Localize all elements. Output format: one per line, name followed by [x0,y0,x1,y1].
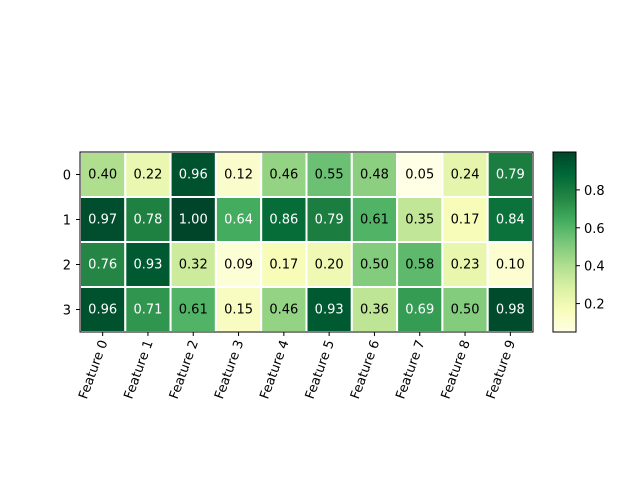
heatmap-cell [305,286,353,333]
heatmap-cell [124,196,172,243]
x-tick-label: Feature 4 [257,338,292,401]
cell-value-label: 0.50 [451,303,480,318]
heatmap-cell [124,241,172,288]
cell-value-label: 0.71 [133,303,162,318]
cell-value-label: 0.61 [360,213,389,228]
heatmap-cell [214,196,263,243]
cell-value-label: 0.50 [360,258,389,273]
colorbar-tick-label: 0.2 [584,298,605,313]
cell-value-label: 0.98 [496,303,525,318]
colorbar-tick-label: 0.8 [584,184,605,199]
y-tick-label: 3 [63,304,71,319]
x-tick-label: Feature 9 [484,338,519,401]
x-tick-label: Feature 0 [76,338,111,401]
colorbar: 0.2 0.4 0.6 0.8 [552,151,605,333]
cell-value-label: 0.09 [224,258,253,273]
heatmap-cell [350,241,399,288]
cell-value-label: 1.00 [179,213,208,228]
heatmap-cell [79,286,127,333]
cell-value-label: 0.17 [269,258,298,273]
x-tick-label: Feature 2 [167,338,202,401]
x-tick-label: Feature 5 [303,338,338,401]
cell-value-label: 0.69 [405,303,434,318]
cell-value-label: 0.40 [88,168,117,183]
cell-value-label: 0.97 [88,213,117,228]
cell-value-label: 0.96 [88,303,117,318]
colorbar-tick-label: 0.4 [584,260,605,275]
x-axis: Feature 0 Feature 1 Feature 2 Feature 3 Feat… [76,332,519,401]
cell-value-label: 0.96 [179,168,208,183]
heatmap-cell [396,151,444,198]
cell-value-label: 0.36 [360,303,389,318]
colorbar-ticks: 0.2 0.4 0.6 0.8 [576,184,605,313]
cell-value-label: 0.79 [496,168,525,183]
cell-value-label: 0.05 [405,168,434,183]
x-tick-label: Feature 6 [348,338,383,401]
cell-value-label: 0.15 [224,303,253,318]
heatmap-cell [441,241,489,288]
heatmap-cell [350,286,399,333]
cell-value-label: 0.93 [133,258,162,273]
cell-value-label: 0.12 [224,168,253,183]
heatmap-cell [305,196,353,243]
colorbar-tick-label: 0.6 [584,222,605,237]
cell-value-label: 0.48 [360,168,389,183]
cell-value-label: 0.76 [88,258,117,273]
heatmap-cell [441,196,489,243]
heatmap-cell [350,196,399,243]
heatmap-cell [169,241,217,288]
cell-value-label: 0.64 [224,213,253,228]
cell-value-label: 0.10 [496,258,525,273]
x-tick-label: Feature 1 [122,338,157,401]
cell-value-label: 0.17 [451,213,480,228]
cell-value-label: 0.23 [451,258,480,273]
cell-value-label: 0.78 [133,213,162,228]
heatmap-cell [486,151,535,198]
x-tick-label: Feature 7 [393,338,428,401]
cell-value-label: 0.58 [405,258,434,273]
cell-value-label: 0.20 [315,258,344,273]
cell-value-label: 0.61 [179,303,208,318]
x-tick-label: Feature 3 [212,338,247,401]
cell-value-label: 0.22 [133,168,162,183]
cell-value-label: 0.93 [315,303,344,318]
x-tick-label: Feature 8 [439,338,474,401]
heatmap-cell [486,196,535,243]
heatmap-cells: 0.40 0.22 0.96 0.12 0.46 0.55 0.48 0.05 0.24 0.79… [79,151,535,333]
y-tick-label: 0 [63,169,71,184]
plot-frame [79,151,534,333]
y-tick-label: 1 [63,214,71,229]
y-axis: 0 1 2 3 [63,169,80,319]
cell-value-label: 0.84 [496,213,525,228]
cell-value-label: 0.46 [269,303,298,318]
cell-value-label: 0.24 [451,168,480,183]
cell-value-label: 0.46 [269,168,298,183]
cell-value-label: 0.32 [179,258,208,273]
cell-value-label: 0.86 [269,213,298,228]
y-tick-label: 2 [63,259,71,274]
cell-value-label: 0.35 [405,213,434,228]
colorbar-gradient [552,151,577,333]
cell-value-label: 0.79 [315,213,344,228]
cell-value-label: 0.55 [315,168,344,183]
